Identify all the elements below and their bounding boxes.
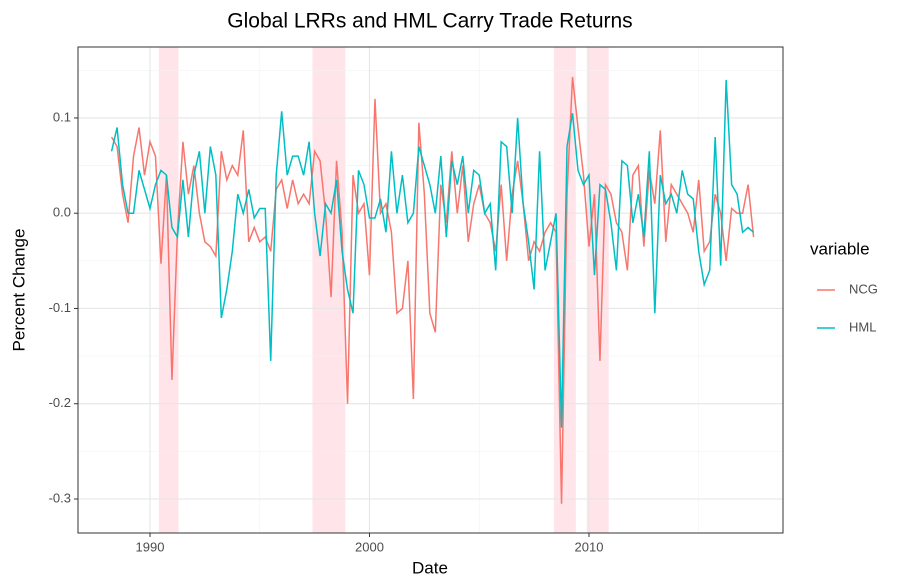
x-axis-label: Date	[412, 558, 448, 577]
x-tick-label: 2000	[355, 539, 384, 554]
line-series	[110, 76, 755, 504]
y-tick-label: -0.3	[49, 490, 71, 505]
y-axis-label: Percent Change	[9, 229, 28, 352]
legend-title: variable	[810, 239, 870, 258]
y-tick-label: 0.1	[53, 109, 71, 124]
x-tick-label: 1990	[136, 539, 165, 554]
legend-label: NCG	[849, 281, 878, 296]
y-tick-label: 0.0	[53, 205, 71, 220]
plot-background	[78, 47, 783, 533]
y-tick-label: -0.1	[49, 300, 71, 315]
legend-label: HML	[849, 319, 876, 334]
y-tick-label: -0.2	[49, 395, 71, 410]
line-series	[110, 79, 755, 428]
shaded-period	[312, 47, 346, 533]
x-tick-label: 2010	[575, 539, 604, 554]
plot-border	[77, 46, 784, 534]
chart-title: Global LRRs and HML Carry Trade Returns	[227, 10, 632, 33]
shaded-period	[158, 47, 179, 533]
